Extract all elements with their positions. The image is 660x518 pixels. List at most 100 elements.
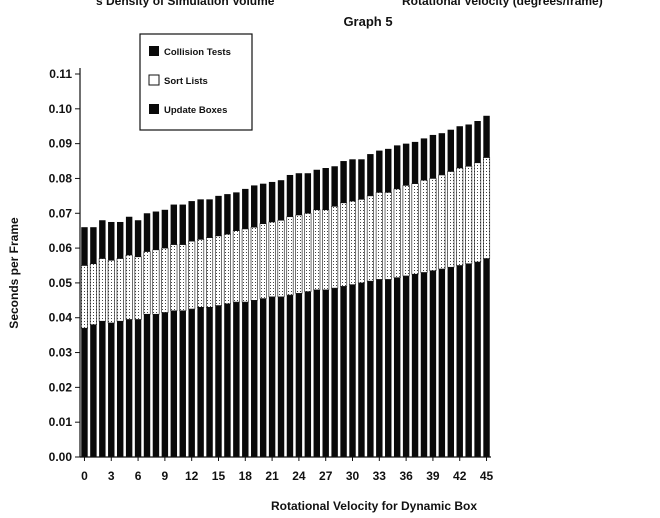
legend-swatch-collision-tests [149,46,159,56]
bar-segment-update-boxes-6 [134,319,142,457]
bar-segment-update-boxes-45 [483,258,490,457]
bar-segment-collision-tests-8 [152,211,160,250]
x-tick-label: 33 [373,469,387,483]
x-axis: 0 3 6 9 12 15 18 21 24 27 30 33 36 39 42 45 [80,456,494,483]
bar-segment-update-boxes-40 [438,268,446,457]
bar-segment-collision-tests-11 [179,204,186,245]
bar-segment-update-boxes-22 [277,296,285,457]
bar-segment-collision-tests-15 [215,195,222,236]
bar-segment-sort-lists-11 [179,244,187,312]
bar-segment-update-boxes-15 [215,305,222,457]
bar-segment-sort-lists-8 [152,249,160,315]
x-tick-label: 0 [81,469,88,483]
header-fragment-left: s Density of Simulation Volume [96,0,275,8]
bar-segment-collision-tests-33 [376,150,383,193]
chart-title: Graph 5 [343,14,392,29]
bar-segment-sort-lists-33 [375,192,383,280]
bar-segment-collision-tests-41 [447,129,455,172]
bar-segment-update-boxes-25 [304,291,312,457]
x-tick-label: 39 [426,469,440,483]
bar-segment-sort-lists-15 [214,235,223,306]
bar-segment-update-boxes-28 [331,288,338,457]
bar-segment-collision-tests-28 [331,166,338,207]
bar-segment-sort-lists-20 [259,223,267,299]
bar-segment-update-boxes-38 [420,272,428,457]
bar-segment-collision-tests-27 [322,168,329,210]
x-tick-label: 3 [108,469,115,483]
bar-segment-sort-lists-3 [107,259,115,324]
x-tick-label: 42 [453,469,467,483]
y-tick-label: 0.02 [49,380,73,394]
bar-segment-sort-lists-25 [304,212,312,292]
y-tick-label: 0.00 [49,450,73,464]
bar-segment-update-boxes-4 [116,321,124,457]
bar-segment-update-boxes-8 [152,314,160,457]
bar-segment-sort-lists-19 [250,226,258,301]
y-tick-label: 0.05 [49,276,73,290]
legend-label-collision-tests: Collision Tests [164,47,231,58]
bar-segment-sort-lists-41 [447,171,455,268]
bar-segment-sort-lists-18 [241,228,249,303]
bar-segment-update-boxes-26 [313,289,320,457]
bar-segment-update-boxes-35 [393,277,401,457]
bar-segment-update-boxes-12 [188,309,195,457]
bar-segment-sort-lists-7 [143,251,151,315]
bar-segment-sort-lists-32 [366,195,374,282]
bar-segment-collision-tests-37 [411,141,419,184]
bar-segment-update-boxes-14 [206,307,213,457]
bar-segment-collision-tests-31 [358,159,365,200]
bar-segment-collision-tests-44 [474,121,481,163]
y-tick-label: 0.11 [49,67,72,81]
bar-segment-update-boxes-44 [474,262,481,457]
bar-segment-sort-lists-0 [80,265,88,329]
legend-swatch-sort-lists [148,74,160,86]
bar-segment-update-boxes-3 [108,322,115,457]
bar-segment-collision-tests-25 [304,173,312,214]
header-fragment-right: Rotational Velocity (degrees/frame) [402,0,603,8]
x-tick-label: 18 [239,469,253,483]
bar-segment-sort-lists-13 [197,239,205,308]
bar-segment-sort-lists-40 [438,174,446,270]
bar-segment-update-boxes-23 [286,295,294,457]
bar-segment-collision-tests-24 [295,173,303,216]
bar-segment-collision-tests-22 [277,180,285,221]
bar-segment-sort-lists-36 [402,185,410,277]
x-tick-label: 21 [265,469,279,483]
bar-segment-update-boxes-16 [224,303,231,457]
x-tick-label: 24 [292,469,306,483]
legend-swatch-update-boxes [149,104,159,114]
bar-segment-collision-tests-29 [340,161,347,203]
bar-segment-sort-lists-12 [188,240,196,310]
bar-segment-sort-lists-43 [465,165,473,265]
y-tick-label: 0.04 [49,311,73,325]
bar-segment-sort-lists-6 [134,256,142,320]
bar-segment-sort-lists-29 [340,202,348,287]
bar-segment-collision-tests-0 [81,227,88,266]
bar-segment-collision-tests-23 [286,174,294,217]
bar-segment-sort-lists-42 [456,167,464,266]
bar-segment-update-boxes-33 [376,279,383,457]
bar-segment-sort-lists-23 [286,216,294,296]
x-tick-label: 36 [399,469,413,483]
bar-segment-collision-tests-17 [233,192,240,231]
bar-segment-collision-tests-32 [367,154,374,196]
bar-segment-update-boxes-41 [447,267,455,457]
bar-segment-sort-lists-44 [474,162,482,263]
bar-segment-sort-lists-27 [322,209,330,291]
bar-segment-update-boxes-30 [349,284,356,457]
bar-segment-update-boxes-31 [358,282,365,457]
bar-segment-update-boxes-9 [161,312,169,457]
bar-segment-collision-tests-26 [313,169,320,210]
y-tick-label: 0.07 [49,206,73,220]
bar-segment-sort-lists-9 [161,247,169,313]
bar-segment-update-boxes-32 [367,281,374,457]
y-axis: 0.00 0.01 0.02 0.03 0.04 0.05 0.06 0.07 0.08 0.09… [49,67,81,464]
bar-segment-sort-lists-2 [98,258,106,322]
bar-segment-sort-lists-37 [411,183,419,275]
bar-segment-collision-tests-20 [259,183,267,224]
bar-segment-sort-lists-16 [223,233,231,305]
bar-segment-collision-tests-12 [188,201,195,242]
x-tick-label: 27 [319,469,333,483]
legend-label-sort-lists: Sort Lists [164,76,208,87]
